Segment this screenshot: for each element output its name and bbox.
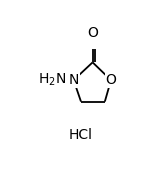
- Bar: [86, 33, 99, 49]
- Text: $\mathregular{H_2N}$: $\mathregular{H_2N}$: [38, 72, 66, 88]
- Text: N: N: [68, 73, 79, 87]
- Text: O: O: [106, 73, 116, 87]
- Bar: [67, 73, 80, 88]
- Bar: [105, 73, 117, 88]
- Bar: [36, 73, 68, 88]
- Text: HCl: HCl: [69, 128, 93, 142]
- Text: O: O: [87, 26, 98, 40]
